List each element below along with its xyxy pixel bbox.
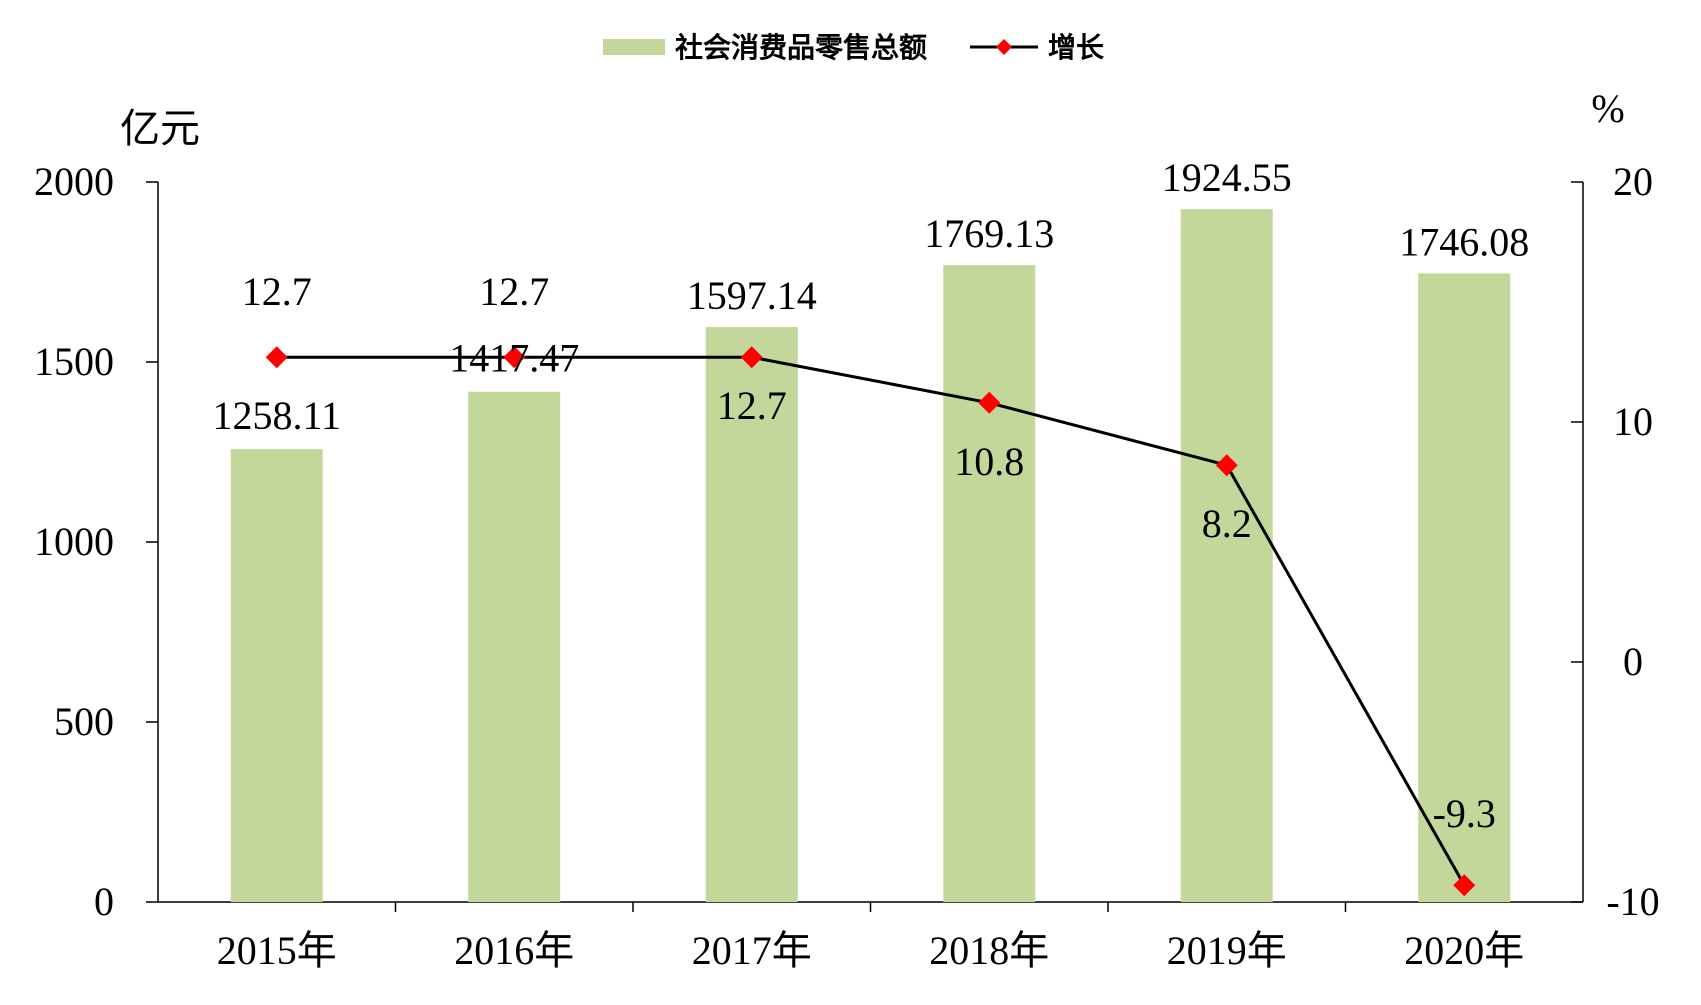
growth-marker (503, 346, 526, 369)
bar-retail-sales (943, 265, 1036, 903)
x-tick-label: 2016年 (454, 928, 574, 973)
left-tick-label: 2000 (34, 159, 114, 204)
right-tick-label: 20 (1613, 159, 1653, 204)
bar-retail-sales (705, 327, 798, 902)
legend: 社会消费品零售总额 增长 (603, 31, 1104, 64)
bar-value-label: 1924.55 (1162, 155, 1292, 200)
bar-value-label: 1746.08 (1399, 219, 1529, 264)
left-tick-label: 0 (94, 879, 114, 924)
bar-value-label: 1769.13 (924, 211, 1054, 256)
left-axis-unit: 亿元 (120, 106, 200, 151)
legend-label-retail-sales: 社会消费品零售总额 (675, 31, 927, 64)
x-tick-label: 2019年 (1167, 928, 1287, 973)
left-tick-label: 1000 (34, 519, 114, 564)
bar-value-label: 1597.14 (687, 273, 817, 318)
data-labels: 1258.11 1417.47 1597.14 1769.13 1924.55 1746.… (212, 155, 1529, 836)
growth-marker (740, 346, 763, 369)
bar-retail-sales (468, 391, 561, 902)
right-tick-label: -10 (1606, 879, 1659, 924)
growth-marker (1453, 874, 1476, 897)
bar-value-label: 1258.11 (212, 393, 341, 438)
growth-value-label: 12.7 (717, 383, 787, 428)
legend-marker-growth (996, 39, 1012, 55)
x-tick-label: 2020年 (1404, 928, 1524, 973)
x-tick-label: 2018年 (929, 928, 1049, 973)
x-tick-label: 2017年 (692, 928, 812, 973)
right-axis: -10 0 10 20% (1571, 86, 1660, 924)
growth-marker (978, 391, 1001, 414)
left-tick-label: 1500 (34, 339, 114, 384)
bar-retail-sales (1418, 273, 1511, 902)
growth-marker (265, 346, 288, 369)
growth-value-label: 12.7 (242, 269, 312, 314)
x-tick-label: 2015年 (217, 928, 337, 973)
growth-value-label: 8.2 (1202, 501, 1252, 546)
bar-retail-sales (230, 449, 323, 902)
growth-line (276, 355, 1466, 886)
legend-label-growth: 增长 (1048, 31, 1104, 64)
bars (230, 209, 1511, 903)
growth-marker (1215, 454, 1238, 477)
growth-value-label: -9.3 (1433, 791, 1496, 836)
left-tick-label: 500 (54, 699, 114, 744)
growth-value-label: 10.8 (954, 439, 1024, 484)
x-axis: 2015年 2016年 2017年 2018年 2019年 2020年 (158, 901, 1583, 973)
right-tick-label: 10 (1613, 399, 1653, 444)
right-tick-label: 0 (1623, 639, 1643, 684)
growth-value-label: 12.7 (479, 269, 549, 314)
bar-retail-sales (1180, 209, 1273, 903)
legend-swatch-retail-sales (603, 39, 665, 55)
right-axis-unit: % (1591, 86, 1624, 131)
growth-line-series (265, 346, 1476, 897)
bar-value-label: 1417.47 (449, 336, 579, 381)
